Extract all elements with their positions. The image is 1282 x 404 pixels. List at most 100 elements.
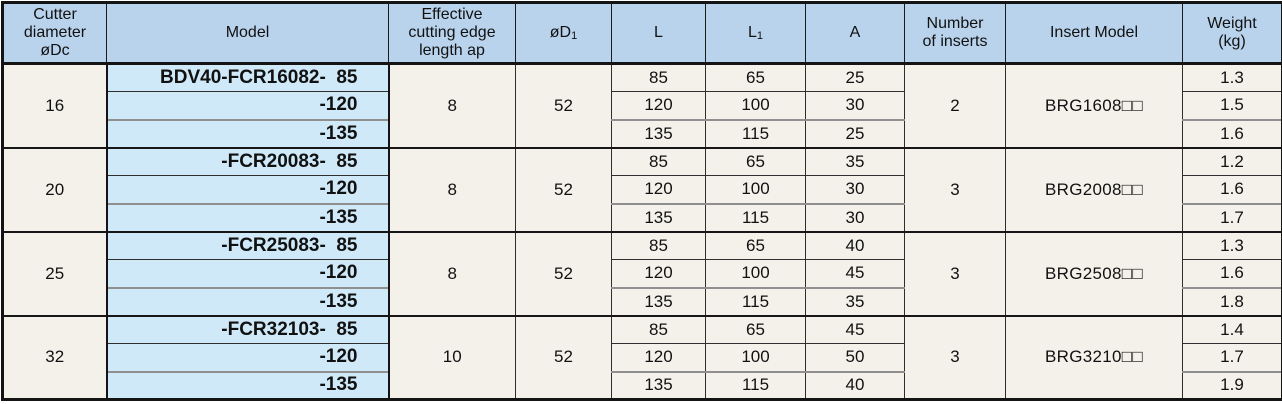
header-base: øD [549,24,572,42]
header-line: Model [225,24,270,42]
col-header-insert-model: Insert Model [1005,1,1183,66]
cell-a: 35 [805,286,905,316]
cell-a: 50 [805,343,905,372]
table-body: 16 BDV40-FCR16082- 85 8 52 85 65 25 2 BR… [2,62,1282,400]
header-base: L [747,24,757,42]
cell-model: -135 [105,370,390,400]
cell-l1: 100 [705,175,806,204]
cell-cutter-diameter: 25 [2,230,107,316]
table-row: -120 120 100 30 1.6 [3,175,1282,204]
cell-model: -120 [105,91,390,120]
table-row: -120 120 100 50 1.7 [3,343,1282,372]
cell-weight: 1.3 [1182,230,1282,260]
header-line: Cutter [33,6,77,23]
cell-model: -120 [105,259,390,288]
cell-l: 135 [611,370,706,400]
header-line: length ap [419,42,485,60]
cell-insert-model: BRG2508□□ [1005,230,1183,316]
cell-weight: 1.3 [1182,62,1282,92]
header-line: diameter [23,24,87,42]
cell-model: -120 [105,175,390,204]
cell-l: 85 [611,146,706,176]
cell-cutting-edge-length: 8 [388,146,516,232]
cell-a: 45 [805,259,905,288]
cell-l: 85 [611,230,706,260]
cell-number-of-inserts: 2 [904,62,1006,148]
cell-l1: 100 [705,259,806,288]
cell-a: 35 [805,146,905,176]
cell-l: 120 [611,343,706,372]
cell-weight: 1.6 [1182,175,1282,204]
cell-model: BDV40-FCR16082- 85 [105,62,390,92]
table-row: 25 -FCR25083- 85 8 52 85 65 40 3 BRG2508… [2,230,1282,316]
cell-l: 135 [611,202,706,232]
cell-l1: 100 [705,343,806,372]
cell-a: 25 [805,118,905,148]
col-header-a: A [805,1,905,66]
col-header-d1: øD1 [515,1,612,66]
cell-model: -120 [105,343,390,372]
header-line: (kg) [1218,33,1246,51]
header-line: Weight [1207,15,1257,33]
table-row: 16 BDV40-FCR16082- 85 8 52 85 65 25 2 BR… [2,62,1282,148]
cell-weight: 1.2 [1182,146,1282,176]
cell-d1: 52 [515,62,612,148]
cell-l: 120 [611,91,706,120]
cell-l1: 65 [705,230,806,260]
header-line: Number [926,15,984,33]
cell-l: 135 [611,286,706,316]
table-row: -120 120 100 45 1.6 [3,259,1282,288]
cell-l: 120 [611,175,706,204]
cell-cutter-diameter: 32 [2,314,107,400]
cell-l: 85 [611,62,706,92]
table-row: -135 135 115 25 1.6 [3,118,1282,148]
cell-weight: 1.8 [1182,286,1282,316]
cell-l: 85 [611,314,706,344]
col-header-model: Model [106,1,389,66]
cell-a: 30 [805,91,905,120]
table-row: -135 135 115 30 1.7 [3,202,1282,232]
header-line: of inserts [922,33,988,51]
cell-a: 45 [805,314,905,344]
cell-cutting-edge-length: 10 [388,314,516,400]
table-header: Cutter diameter øDc Model Effective cutt… [2,1,1282,66]
cell-insert-model: BRG2008□□ [1005,146,1183,232]
cell-model: -135 [105,202,390,232]
cell-cutter-diameter: 20 [2,146,107,232]
table-row: 32 -FCR32103- 85 10 52 85 65 45 3 BRG321… [2,314,1282,400]
cell-model: -135 [105,118,390,148]
cell-weight: 1.4 [1182,314,1282,344]
cell-model: -FCR20083- 85 [105,146,390,176]
cell-model: -135 [105,286,390,316]
cell-number-of-inserts: 3 [904,230,1006,316]
cell-d1: 52 [515,230,612,316]
cell-weight: 1.5 [1182,91,1282,120]
header-line: cutting edge [408,24,496,42]
cell-l1: 115 [705,286,806,316]
cell-model: -FCR32103- 85 [105,314,390,344]
cell-weight: 1.6 [1182,259,1282,288]
col-header-l: L [611,1,706,66]
table-row: 20 -FCR20083- 85 8 52 85 65 35 3 BRG2008… [2,146,1282,232]
cell-l1: 65 [705,314,806,344]
cell-l: 120 [611,259,706,288]
header-line: Effective [421,6,483,23]
cell-cutter-diameter: 16 [2,62,107,148]
col-header-cutter-diameter: Cutter diameter øDc [2,1,107,66]
cell-model: -FCR25083- 85 [105,230,390,260]
cell-insert-model: BRG3210□□ [1005,314,1183,400]
table-row: -135 135 115 35 1.8 [3,286,1282,316]
cell-l: 135 [611,118,706,148]
cell-l1: 115 [705,202,806,232]
cell-l1: 115 [705,118,806,148]
cell-l1: 65 [705,146,806,176]
cell-l1: 115 [705,370,806,400]
cell-weight: 1.7 [1182,202,1282,232]
header-subscript: 1 [756,30,764,43]
cell-weight: 1.9 [1182,370,1282,400]
header-row: Cutter diameter øDc Model Effective cutt… [2,1,1282,66]
col-header-weight: Weight (kg) [1182,1,1282,66]
cell-d1: 52 [515,314,612,400]
